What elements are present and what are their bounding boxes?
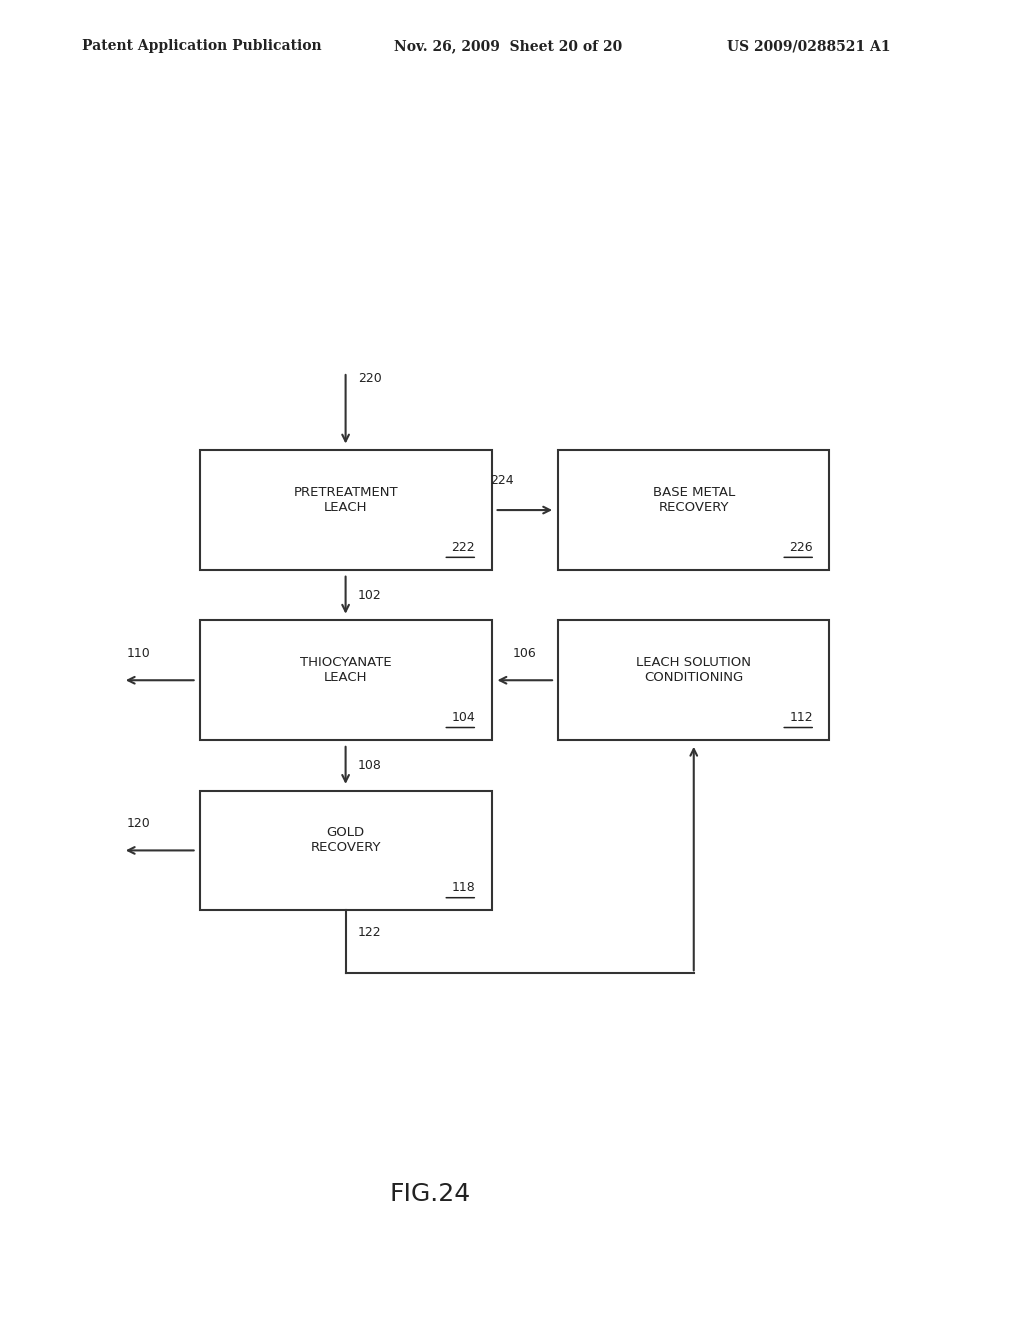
FancyBboxPatch shape: [200, 791, 492, 911]
Text: 222: 222: [452, 541, 475, 553]
Text: 104: 104: [452, 710, 475, 723]
Text: FIG.24: FIG.24: [389, 1183, 471, 1206]
Text: 226: 226: [790, 541, 813, 553]
Text: THIOCYANATE
LEACH: THIOCYANATE LEACH: [300, 656, 391, 684]
Text: Nov. 26, 2009  Sheet 20 of 20: Nov. 26, 2009 Sheet 20 of 20: [394, 40, 623, 53]
Text: 112: 112: [790, 710, 813, 723]
Text: PRETREATMENT
LEACH: PRETREATMENT LEACH: [293, 486, 398, 513]
FancyBboxPatch shape: [200, 620, 492, 741]
Text: 106: 106: [513, 647, 537, 660]
Text: 224: 224: [489, 474, 514, 487]
FancyBboxPatch shape: [558, 450, 829, 570]
Text: US 2009/0288521 A1: US 2009/0288521 A1: [727, 40, 891, 53]
FancyBboxPatch shape: [558, 620, 829, 741]
Text: LEACH SOLUTION
CONDITIONING: LEACH SOLUTION CONDITIONING: [636, 656, 752, 684]
Text: 108: 108: [358, 759, 382, 772]
Text: 110: 110: [126, 647, 151, 660]
Text: 120: 120: [126, 817, 151, 830]
Text: GOLD
RECOVERY: GOLD RECOVERY: [310, 826, 381, 854]
Text: Patent Application Publication: Patent Application Publication: [82, 40, 322, 53]
Text: BASE METAL
RECOVERY: BASE METAL RECOVERY: [652, 486, 735, 513]
Text: 220: 220: [358, 372, 382, 385]
Text: 118: 118: [452, 880, 475, 894]
Text: 122: 122: [358, 927, 382, 940]
Text: 102: 102: [358, 589, 382, 602]
FancyBboxPatch shape: [200, 450, 492, 570]
